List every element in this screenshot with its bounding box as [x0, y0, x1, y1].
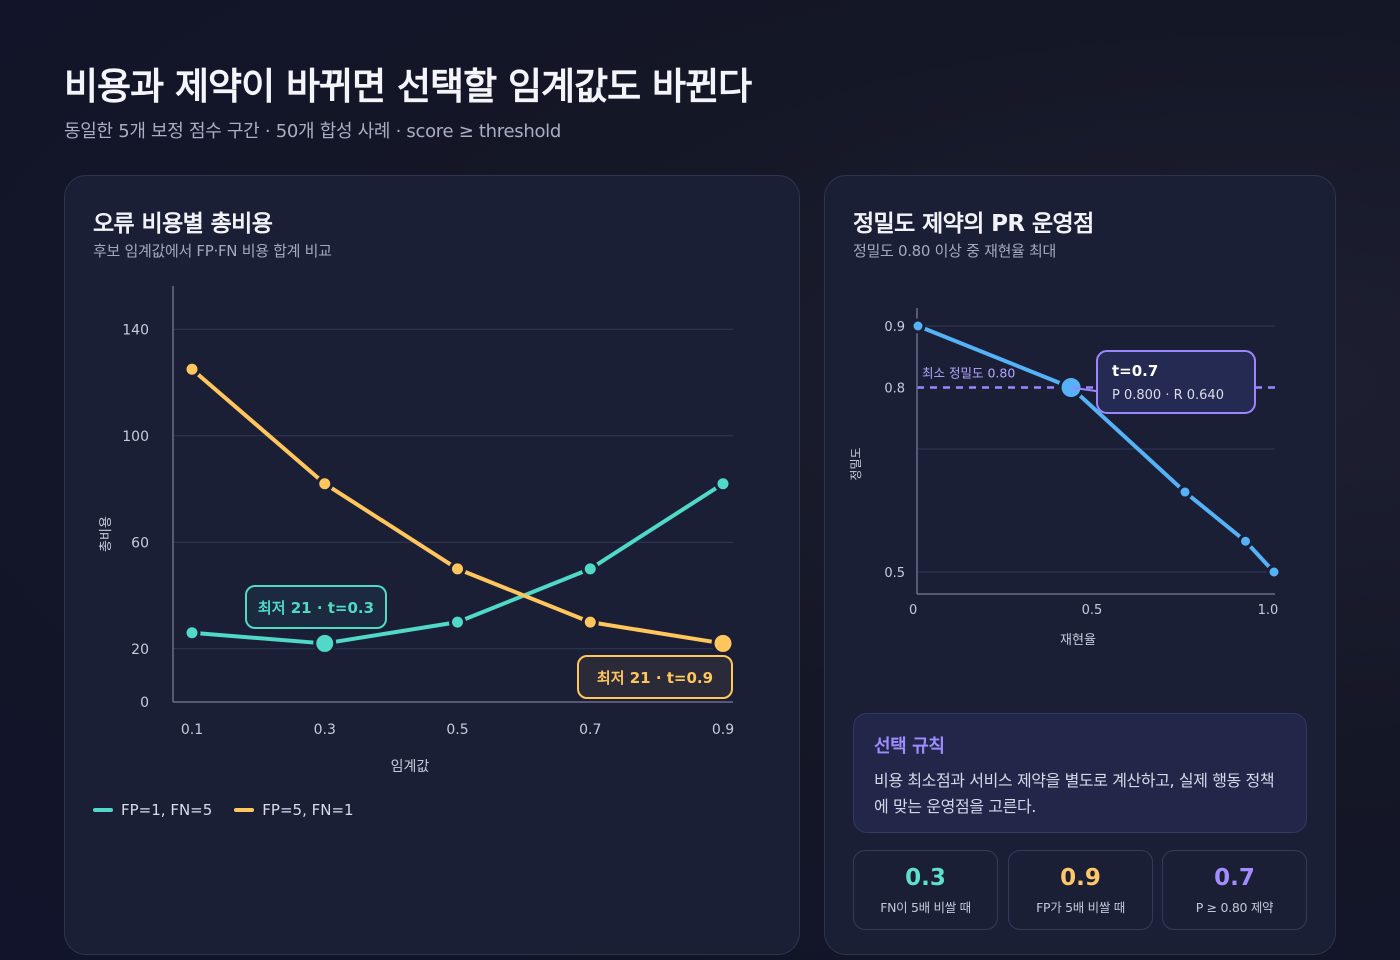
- cost-chart-svg: 0 20 60 100 140 0.1 0.3 0.5 0.7 0.9 최저 21 · t=0.3…: [99, 286, 735, 775]
- page-title: 비용과 제약이 바뀌면 선택할 임계값도 바뀐다: [64, 65, 752, 108]
- cost-point-0-2: [449, 613, 466, 631]
- callout-amber-label: 최저 21 · t=0.9: [597, 669, 713, 687]
- pr-min-precision-label: 최소 정밀도 0.80: [922, 366, 1015, 381]
- selection-rule-title: 선택 규칙: [874, 736, 945, 757]
- pr-callout-title: t=0.7: [1112, 362, 1158, 380]
- cost-chart-subtitle: 후보 임계값에서 FP·FN 비용 합계 비교: [93, 242, 332, 260]
- pr-chart-title: 정밀도 제약의 PR 운영점: [853, 211, 1094, 237]
- pr-x-axis-label: 재현율: [1060, 633, 1096, 648]
- pr-chart-card: 정밀도 제약의 PR 운영점 정밀도 0.80 이상 중 재현율 최대 최소 정…: [824, 175, 1336, 955]
- pr-x-tick: 0: [909, 603, 917, 618]
- cost-x-tick: 0.1: [181, 722, 203, 738]
- page-subtitle: 동일한 5개 보정 점수 구간 · 50개 합성 사례 · score ≥ th…: [64, 121, 561, 142]
- cost-x-tick: 0.9: [712, 722, 734, 738]
- cost-y-tick: 20: [131, 642, 149, 658]
- pr-x-tick: 0.5: [1082, 603, 1103, 618]
- stat-label-fp-cost: FP가 5배 비쌀 때: [1036, 900, 1125, 915]
- cost-point-1-1: [316, 475, 334, 493]
- pr-point-2: [1177, 484, 1193, 500]
- stat-value-fn-cost: 0.3: [905, 865, 946, 891]
- stat-value-precision: 0.7: [1214, 865, 1255, 891]
- pr-point-1: [1058, 375, 1084, 400]
- cost-point-0-4: [714, 475, 732, 493]
- pr-point-3: [1238, 533, 1254, 549]
- stat-value-fp-cost: 0.9: [1060, 865, 1101, 891]
- pr-callout-box: [1096, 350, 1256, 414]
- pr-chart-svg: 최소 정밀도 0.80 0.5 0.8 0.9 0 0.5 1.0 t=0.7 P 0.80…: [849, 308, 1282, 648]
- legend-item-teal: FP=1, FN=5: [93, 801, 212, 819]
- cost-y-tick: 60: [131, 535, 149, 551]
- legend-swatch-teal: [93, 808, 113, 812]
- cost-point-1-2: [449, 560, 466, 578]
- pr-point-0: [910, 318, 926, 334]
- cost-point-1-4: [711, 631, 735, 655]
- cost-point-0-1: [313, 631, 337, 655]
- cost-point-1-3: [581, 613, 599, 631]
- stat-label-fn-cost: FN이 5배 비쌀 때: [880, 900, 971, 915]
- cost-chart-legend: FP=1, FN=5 FP=5, FN=1: [93, 801, 354, 819]
- pr-x-tick: 1.0: [1258, 603, 1279, 618]
- cost-point-0-3: [581, 560, 599, 578]
- cost-x-tick: 0.3: [314, 722, 336, 738]
- stat-card-precision: 0.7 P ≥ 0.80 제약: [1162, 850, 1307, 930]
- stat-label-precision: P ≥ 0.80 제약: [1195, 900, 1274, 915]
- selection-rule-text: 비용 최소점과 서비스 제약을 별도로 계산하고, 실제 행동 정책에 맞는 운…: [874, 771, 1275, 816]
- callout-amber-box: [577, 655, 733, 699]
- cost-x-axis-label: 임계값: [391, 759, 430, 775]
- legend-item-amber: FP=5, FN=1: [234, 801, 354, 819]
- pr-y-tick: 0.8: [884, 382, 905, 397]
- callout-teal-box: [245, 585, 387, 629]
- pr-y-tick: 0.5: [884, 566, 905, 581]
- pr-chart-subtitle: 정밀도 0.80 이상 중 재현율 최대: [853, 242, 1057, 260]
- selection-rule-box: 선택 규칙 비용 최소점과 서비스 제약을 별도로 계산하고, 실제 행동 정책…: [853, 713, 1307, 833]
- pr-y-axis-label: 정밀도: [849, 447, 863, 480]
- legend-label-teal: FP=1, FN=5: [121, 801, 213, 819]
- cost-y-tick: 0: [140, 695, 149, 711]
- stat-card-fn-cost: 0.3 FN이 5배 비쌀 때: [853, 850, 998, 930]
- callout-teal-label: 최저 21 · t=0.3: [258, 599, 374, 617]
- pr-y-tick: 0.9: [884, 320, 905, 335]
- cost-point-1-0: [183, 360, 201, 378]
- cost-x-tick: 0.7: [579, 722, 601, 738]
- cost-y-tick: 140: [122, 322, 149, 338]
- legend-label-amber: FP=5, FN=1: [262, 801, 354, 819]
- cost-y-axis-label: 총비용: [99, 516, 114, 552]
- legend-swatch-amber: [234, 808, 255, 812]
- cost-chart-title: 오류 비용별 총비용: [93, 211, 273, 237]
- cost-chart-card: 오류 비용별 총비용 후보 임계값에서 FP·FN 비용 합계 비교 0 20 60…: [64, 175, 800, 955]
- cost-point-0-0: [183, 624, 201, 642]
- stat-card-fp-cost: 0.9 FP가 5배 비쌀 때: [1008, 850, 1153, 930]
- pr-point-4: [1266, 564, 1282, 580]
- pr-callout-detail: P 0.800 · R 0.640: [1112, 388, 1224, 403]
- cost-x-tick: 0.5: [446, 722, 468, 738]
- cost-y-tick: 100: [122, 429, 149, 445]
